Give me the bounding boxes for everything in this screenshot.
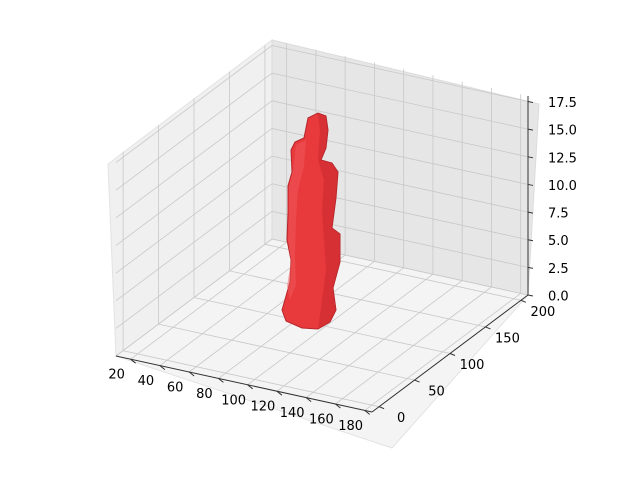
z-tick-label: 12.5 (548, 151, 577, 166)
y-tick-label: 200 (530, 305, 555, 320)
x-tick-mark (130, 358, 136, 364)
voxel-shading (318, 113, 340, 329)
x-tick-label: 80 (196, 387, 213, 402)
z-tick-label: 7.5 (548, 207, 569, 222)
x-tick-mark (305, 397, 312, 402)
z-tick-mark (527, 101, 534, 104)
y-tick-mark (378, 406, 385, 410)
z-tick-label: 2.5 (548, 262, 569, 277)
x-tick-label: 20 (108, 368, 125, 383)
grid-line-z (115, 100, 273, 219)
y-tick-mark (485, 326, 491, 330)
z-tick-mark (527, 156, 534, 159)
grid-line-z (115, 128, 273, 246)
grid-line-z (271, 45, 529, 102)
y-tick-label: 50 (428, 385, 445, 400)
x-tick-mark (364, 410, 370, 415)
x-axis-ticks: 20 40 60 80 100 120 140 160 180 (108, 358, 370, 434)
z-tick-label: 17.5 (548, 96, 577, 111)
x-tick-mark (159, 365, 166, 370)
x-tick-label: 60 (167, 381, 184, 396)
x-axis-line (115, 355, 373, 413)
grid-line-z (115, 45, 273, 163)
z-tick-mark (527, 128, 534, 131)
z-tick-label: 5.0 (548, 234, 569, 249)
y-tick-label: 100 (460, 358, 485, 373)
grid-line-y (229, 270, 486, 328)
grid-line-z (115, 211, 273, 329)
z-tick-mark (527, 239, 534, 242)
z-axis-ticks: 0.0 2.5 5.0 7.5 10.0 12.5 15.0 17.5 (527, 96, 577, 305)
y-axis-ticks: 0 50 100 150 200 (378, 299, 555, 426)
x-tick-label: 100 (221, 393, 246, 408)
x-tick-label: 180 (338, 419, 363, 434)
z-tick-mark (527, 294, 534, 297)
z-tick-mark (527, 211, 534, 214)
x-tick-label: 140 (280, 406, 305, 421)
grid-line-z (115, 238, 273, 357)
x-tick-label: 40 (138, 374, 155, 389)
z-tick-label: 0.0 (548, 290, 569, 305)
grid-line-y (123, 350, 380, 408)
grid-line-z (271, 72, 529, 130)
voxel-shape (281, 112, 341, 330)
x-tick-mark (247, 384, 253, 390)
z-tick-label: 10.0 (548, 179, 577, 194)
z-tick-mark (527, 266, 534, 269)
grid-line-z (115, 183, 273, 302)
grid-line-z (115, 72, 273, 191)
grid-line-z (271, 100, 529, 158)
x-tick-mark (188, 371, 195, 377)
y-tick-label: 150 (495, 331, 520, 346)
grid-line-y (158, 323, 415, 381)
z-tick-mark (527, 183, 534, 186)
voxel-highlight (287, 140, 306, 300)
x-tick-mark (335, 403, 341, 409)
y-tick-label: 0 (397, 411, 405, 426)
z-tick-label: 15.0 (548, 124, 577, 139)
y-tick-mark (414, 379, 420, 383)
y-tick-mark (520, 299, 527, 303)
x-tick-label: 160 (309, 413, 334, 428)
x-tick-mark (218, 378, 224, 383)
x-tick-label: 120 (251, 400, 276, 415)
y-tick-mark (449, 353, 456, 356)
grid-line-z (115, 155, 273, 274)
x-tick-mark (276, 390, 283, 396)
